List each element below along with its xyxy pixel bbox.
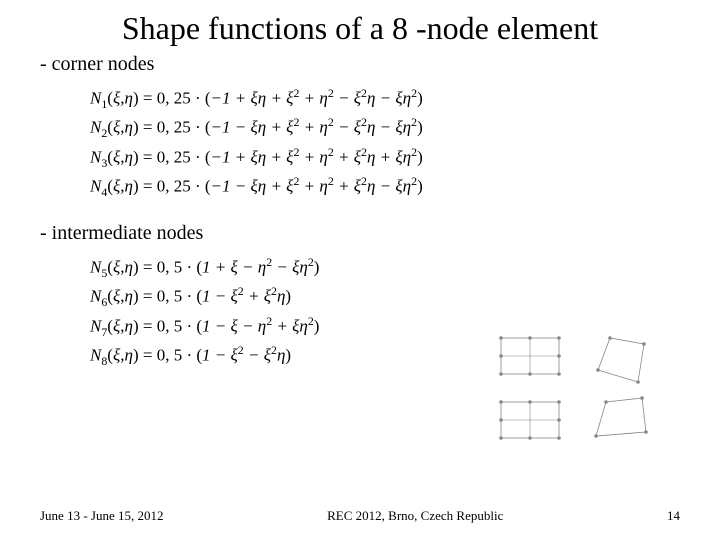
slide-footer: June 13 - June 15, 2012 REC 2012, Brno, … [40, 508, 680, 524]
equation-line: N3(ξ,η) = 0, 25 · (−1 + ξη + ξ2 + η2 + ξ… [90, 143, 680, 173]
equation-line: N4(ξ,η) = 0, 25 · (−1 − ξη + ξ2 + η2 + ξ… [90, 172, 680, 202]
shape-diagram [495, 332, 665, 452]
equation-line: N5(ξ,η) = 0, 5 · (1 + ξ − η2 − ξη2) [90, 253, 319, 283]
footer-venue: REC 2012, Brno, Czech Republic [327, 508, 503, 524]
footer-date: June 13 - June 15, 2012 [40, 508, 164, 524]
equation-line: N6(ξ,η) = 0, 5 · (1 − ξ2 + ξ2η) [90, 282, 319, 312]
corner-heading: - corner nodes [40, 53, 680, 76]
equation-line: N2(ξ,η) = 0, 25 · (−1 − ξη + ξ2 + η2 − ξ… [90, 113, 680, 143]
footer-page-number: 14 [667, 508, 680, 524]
corner-equations: N1(ξ,η) = 0, 25 · (−1 + ξη + ξ2 + η2 − ξ… [90, 84, 680, 202]
page-title: Shape functions of a 8 -node element [40, 10, 680, 47]
equation-line: N1(ξ,η) = 0, 25 · (−1 + ξη + ξ2 + η2 − ξ… [90, 84, 680, 114]
equation-line: N8(ξ,η) = 0, 5 · (1 − ξ2 − ξ2η) [90, 341, 319, 371]
equation-line: N7(ξ,η) = 0, 5 · (1 − ξ − η2 + ξη2) [90, 312, 319, 342]
intermediate-heading: - intermediate nodes [40, 222, 680, 245]
intermediate-equations: N5(ξ,η) = 0, 5 · (1 + ξ − η2 − ξη2)N6(ξ,… [90, 253, 319, 371]
